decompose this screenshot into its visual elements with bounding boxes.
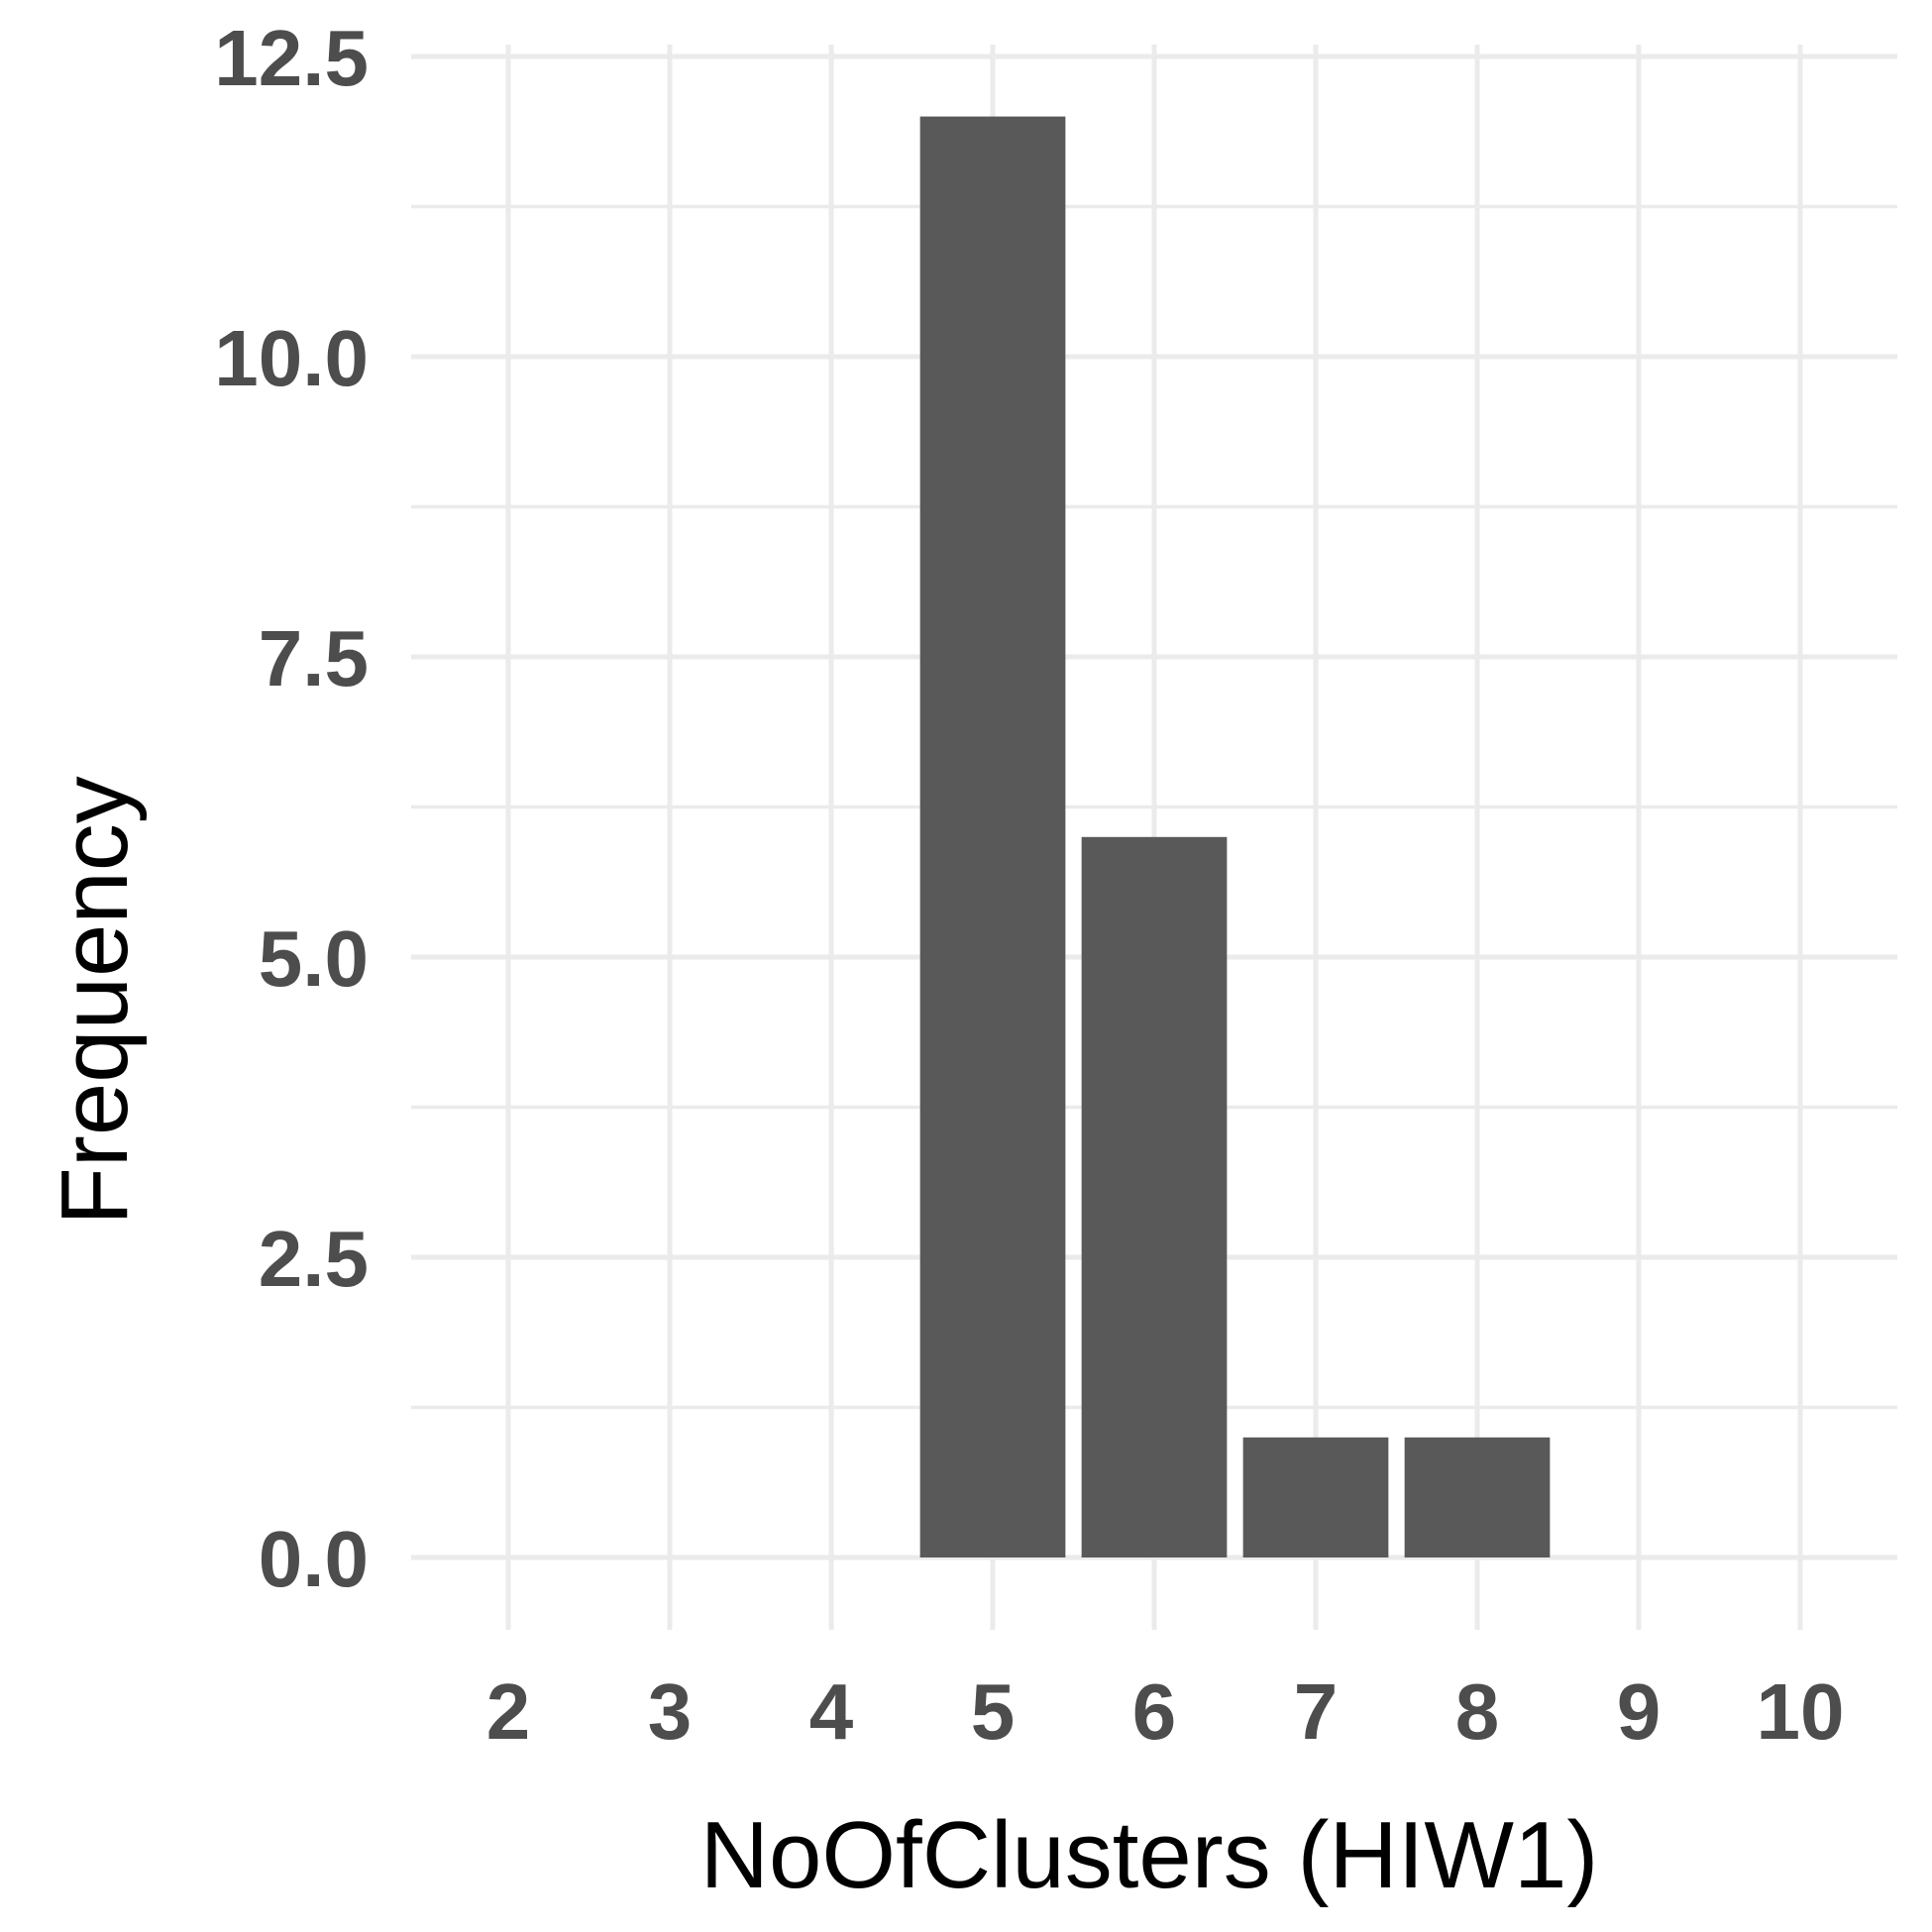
bar-6 — [1081, 836, 1228, 1557]
y-tick-label: 2.5 — [259, 1215, 369, 1303]
x-tick-label: 10 — [1757, 1667, 1845, 1756]
bar-5 — [919, 116, 1066, 1558]
bar-8 — [1404, 1437, 1551, 1557]
x-tick-label: 3 — [648, 1667, 693, 1756]
bar-7 — [1242, 1437, 1389, 1557]
x-tick-label: 8 — [1455, 1667, 1500, 1756]
y-tick-label: 5.0 — [259, 914, 369, 1003]
x-tick-label: 5 — [971, 1667, 1016, 1756]
x-axis-title: NoOfClusters (HIW1) — [700, 1802, 1599, 1908]
x-tick-label: 4 — [809, 1667, 854, 1756]
y-tick-label: 0.0 — [259, 1515, 369, 1603]
y-tick-label: 7.5 — [259, 614, 369, 702]
x-tick-label: 7 — [1294, 1667, 1339, 1756]
x-tick-labels: 2 3 4 5 6 7 8 9 10 — [486, 1667, 1845, 1756]
x-tick-label: 2 — [486, 1667, 531, 1756]
y-tick-label: 12.5 — [214, 14, 369, 102]
x-tick-label: 9 — [1617, 1667, 1662, 1756]
y-tick-label: 10.0 — [214, 314, 369, 402]
bars — [919, 116, 1551, 1558]
major-gridlines — [411, 45, 1897, 1630]
x-tick-label: 6 — [1132, 1667, 1177, 1756]
y-axis-title: Frequency — [42, 776, 148, 1226]
y-tick-labels: 0.0 2.5 5.0 7.5 10.0 12.5 — [214, 14, 369, 1603]
